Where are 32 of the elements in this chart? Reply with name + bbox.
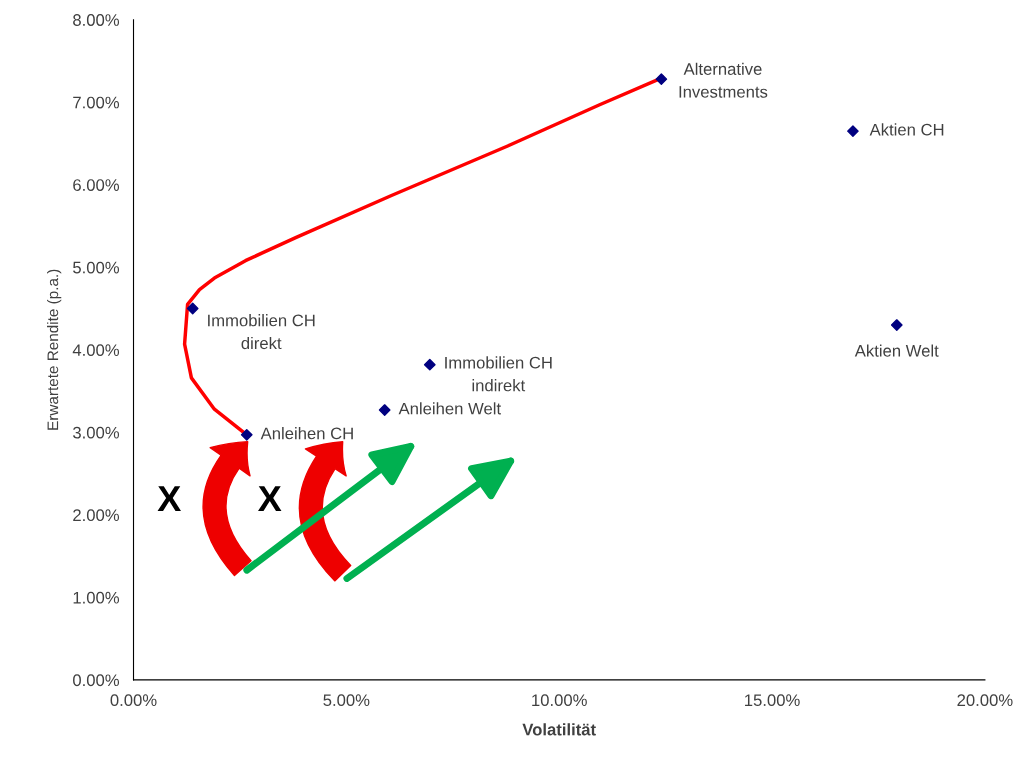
annotation: X	[157, 486, 181, 512]
point	[186, 302, 199, 315]
x-tick-label: 5.00%	[323, 694, 370, 707]
annotation: Anleihen CH	[260, 427, 353, 440]
annotation: Immobilien CH indirekt	[445, 356, 552, 392]
point	[890, 319, 903, 331]
y-tick-label: 6.00%	[73, 179, 120, 191]
y-tick-label: 4.00%	[72, 344, 120, 357]
y-tick-label: 3.00%	[73, 426, 120, 439]
y-tick-label: 1.00%	[73, 591, 120, 604]
y-tick-label: 5.00%	[73, 261, 120, 274]
point	[240, 428, 253, 441]
x-tick-label: 10.00%	[532, 694, 587, 707]
annotation: X	[258, 486, 282, 512]
point	[378, 404, 391, 416]
annotation: Aktien Welt	[854, 344, 939, 357]
annotation: Anleihen Welt	[398, 402, 501, 415]
annotation: Alternative Investments	[679, 62, 768, 98]
point	[847, 125, 859, 138]
y-tick-label: 0.00%	[73, 674, 120, 687]
y-tick-label: 8.00%	[73, 14, 120, 26]
y-tick-label: 2.00%	[73, 509, 120, 522]
x-tick-label: 20.00%	[957, 694, 1013, 707]
annotation: Immobilien CH direkt	[208, 314, 315, 350]
y-axis-title: Erwartete Rendite (p.a.)	[47, 269, 62, 430]
x-axis-title: Volatilität	[522, 723, 596, 736]
annotation: Aktien CH	[869, 123, 944, 136]
x-tick-label: 15.00%	[745, 694, 800, 707]
x-tick-label: 0.00%	[110, 694, 157, 707]
point	[655, 73, 668, 86]
point	[423, 358, 436, 371]
y-tick-label: 7.00%	[73, 96, 120, 109]
